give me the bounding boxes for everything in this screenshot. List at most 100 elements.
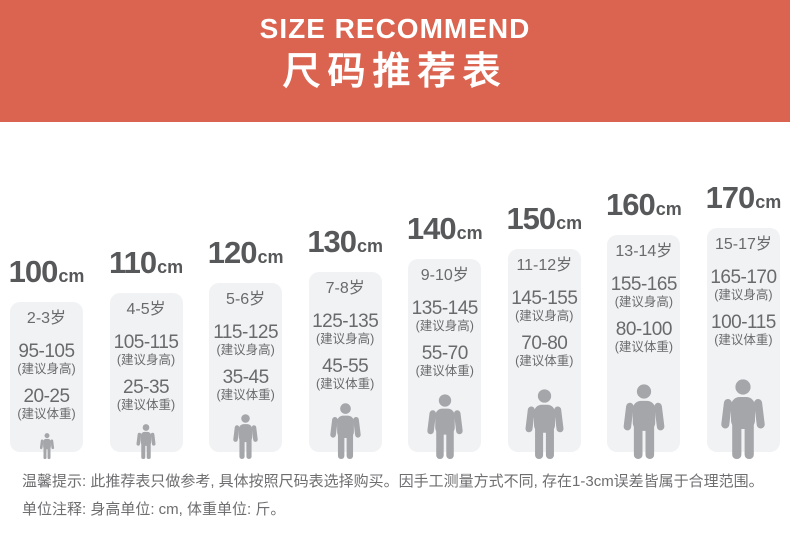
unit-note: 单位注释: 身高单位: cm, 体重单位: 斤。	[22, 501, 286, 518]
weight-range: 100-115	[711, 312, 776, 333]
age-range: 2-3岁	[26, 310, 67, 327]
size-card: 5-6岁 115-125 (建议身高) 35-45 (建议体重)	[209, 283, 283, 459]
height-range: 145-155	[511, 288, 578, 309]
size-columns: 100cm 2-3岁 95-105 (建议身高) 20-25 (建议体重) 11…	[0, 122, 790, 459]
weight-range-group: 20-25 (建议体重)	[17, 386, 76, 422]
size-value: 150	[506, 201, 556, 236]
child-figure-icon	[623, 384, 665, 459]
size-card: 11-12岁 145-155 (建议身高) 70-80 (建议体重)	[507, 249, 581, 459]
size-column-110: 110cm 4-5岁 105-115 (建议身高) 25-35 (建议体重)	[109, 245, 184, 459]
size-unit: cm	[755, 192, 782, 212]
weight-range-group: 35-45 (建议体重)	[216, 367, 274, 403]
warm-tip-note: 温馨提示: 此推荐表只做参考, 具体按照尺码表选择购买。因手工测量方式不同, 存…	[22, 473, 764, 490]
size-title: 160cm	[606, 187, 682, 226]
child-figure-icon	[721, 379, 766, 459]
weight-label: (建议体重)	[415, 364, 474, 378]
height-range: 105-115	[113, 332, 179, 353]
weight-range-group: 55-70 (建议体重)	[415, 343, 474, 379]
size-value: 160	[606, 187, 656, 222]
weight-range: 45-55	[322, 356, 369, 377]
weight-label: (建议体重)	[116, 398, 176, 412]
height-range-group: 145-155 (建议身高)	[511, 288, 578, 324]
size-unit: cm	[257, 247, 284, 267]
size-unit: cm	[357, 236, 384, 256]
size-value: 110	[109, 245, 157, 280]
height-label: (建议身高)	[515, 309, 574, 323]
size-column-160: 160cm 13-14岁 155-165 (建议身高) 80-100 (建议体重…	[606, 187, 682, 459]
height-range: 165-170	[710, 267, 777, 288]
size-title: 120cm	[207, 235, 284, 274]
size-title: 150cm	[506, 201, 583, 240]
weight-range: 35-45	[222, 367, 270, 388]
size-value: 100	[8, 254, 59, 289]
child-figure-icon	[329, 403, 361, 459]
height-range-group: 95-105 (建议身高)	[17, 341, 76, 377]
child-figure-icon	[525, 389, 564, 459]
size-value: 140	[406, 211, 457, 246]
height-label: (建议身高)	[614, 295, 674, 309]
child-figure-icon	[39, 433, 54, 459]
height-label: (建议身高)	[316, 332, 375, 346]
size-column-130: 130cm 7-8岁 125-135 (建议身高) 45-55 (建议体重)	[307, 224, 384, 459]
size-title: 170cm	[705, 180, 782, 219]
size-card: 13-14岁 155-165 (建议身高) 80-100 (建议体重)	[607, 235, 681, 459]
weight-label: (建议体重)	[714, 333, 773, 347]
footer-notes: 温馨提示: 此推荐表只做参考, 具体按照尺码表选择购买。因手工测量方式不同, 存…	[0, 452, 790, 524]
size-title: 110cm	[109, 245, 184, 284]
weight-range: 20-25	[23, 386, 70, 407]
weight-range: 70-80	[521, 333, 568, 354]
size-unit: cm	[157, 257, 184, 277]
height-range-group: 115-125 (建议身高)	[213, 322, 279, 358]
size-card: 9-10岁 135-145 (建议身高) 55-70 (建议体重)	[408, 259, 482, 459]
age-range: 4-5岁	[126, 301, 166, 318]
size-card: 7-8岁 125-135 (建议身高) 45-55 (建议体重)	[308, 272, 382, 459]
height-range-group: 105-115 (建议身高)	[113, 332, 179, 368]
size-value: 130	[307, 224, 357, 259]
height-label: (建议身高)	[17, 362, 76, 376]
height-range: 115-125	[213, 322, 279, 343]
child-figure-icon	[427, 394, 463, 459]
size-value: 170	[705, 180, 756, 215]
size-column-100: 100cm 2-3岁 95-105 (建议身高) 20-25 (建议体重)	[8, 254, 85, 459]
size-unit: cm	[456, 223, 483, 243]
size-card: 2-3岁 95-105 (建议身高) 20-25 (建议体重)	[10, 302, 83, 459]
height-label: (建议身高)	[415, 319, 474, 333]
weight-range-group: 70-80 (建议体重)	[515, 333, 573, 369]
height-range-group: 165-170 (建议身高)	[710, 267, 777, 303]
size-unit: cm	[556, 213, 583, 233]
weight-range-group: 100-115 (建议体重)	[711, 312, 776, 348]
size-title: 140cm	[406, 211, 483, 250]
size-column-150: 150cm 11-12岁 145-155 (建议身高) 70-80 (建议体重)	[506, 201, 583, 459]
age-range: 13-14岁	[615, 243, 673, 260]
age-range: 5-6岁	[226, 291, 266, 308]
weight-label: (建议体重)	[316, 377, 375, 391]
child-figure-icon	[233, 414, 258, 459]
header-title-zh: 尺码推荐表	[282, 51, 508, 93]
child-figure-icon	[136, 424, 156, 459]
size-unit: cm	[58, 266, 85, 286]
page-header: SIZE RECOMMEND 尺码推荐表	[0, 0, 790, 122]
age-range: 9-10岁	[420, 267, 469, 284]
size-column-140: 140cm 9-10岁 135-145 (建议身高) 55-70 (建议体重)	[406, 211, 483, 459]
weight-range: 55-70	[421, 343, 469, 364]
weight-range: 80-100	[615, 319, 673, 340]
size-title: 100cm	[8, 254, 85, 293]
weight-label: (建议体重)	[17, 407, 76, 421]
weight-label: (建议体重)	[614, 340, 674, 354]
header-title-en: SIZE RECOMMEND	[259, 13, 531, 44]
age-range: 7-8岁	[325, 280, 365, 297]
height-range: 125-135	[312, 311, 379, 332]
size-column-120: 120cm 5-6岁 115-125 (建议身高) 35-45 (建议体重)	[207, 235, 284, 459]
height-range-group: 125-135 (建议身高)	[312, 311, 379, 347]
size-column-170: 170cm 15-17岁 165-170 (建议身高) 100-115 (建议体…	[705, 180, 782, 459]
size-title: 130cm	[307, 224, 384, 263]
weight-range-group: 25-35 (建议体重)	[116, 378, 176, 413]
size-value: 120	[207, 235, 258, 270]
height-range: 155-165	[610, 274, 678, 295]
weight-range-group: 80-100 (建议体重)	[614, 319, 674, 355]
height-range-group: 155-165 (建议身高)	[610, 274, 678, 310]
height-range: 95-105	[18, 341, 75, 362]
age-range: 15-17岁	[714, 236, 772, 253]
weight-range-group: 45-55 (建议体重)	[316, 356, 375, 392]
